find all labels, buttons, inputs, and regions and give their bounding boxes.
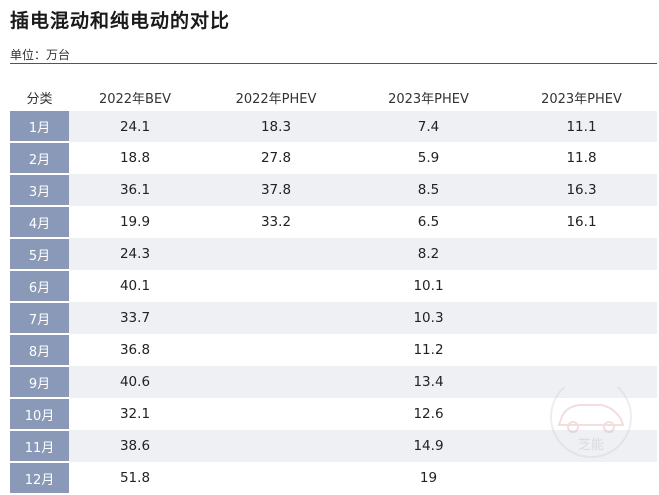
table-row: 9月 40.6 13.4 (10, 366, 657, 399)
cell-2022-bev: 24.3 (69, 238, 201, 270)
row-month-label: 5月 (10, 238, 69, 271)
table-row: 6月 40.1 10.1 (10, 270, 657, 303)
cell-2022-phev (201, 334, 351, 366)
row-month-label: 9月 (10, 366, 69, 399)
cell-2022-bev: 36.8 (69, 334, 201, 366)
table-row: 8月 36.8 11.2 (10, 334, 657, 367)
watermark-logo: 芝能 (550, 387, 632, 458)
cell-2023-phev-a: 10.1 (351, 270, 506, 302)
watermark-text: 芝能 (578, 437, 604, 453)
table-row: 5月 24.3 8.2 (10, 238, 657, 271)
cell-2022-phev (201, 430, 351, 462)
cell-2023-phev-a: 13.4 (351, 366, 506, 398)
cell-2022-bev: 33.7 (69, 302, 201, 334)
header-2023-phev-a: 2023年PHEV (388, 91, 469, 107)
cell-2023-phev-b (506, 270, 657, 302)
cell-2022-bev: 19.9 (69, 206, 201, 238)
cell-2022-bev: 40.6 (69, 366, 201, 398)
cell-2022-bev: 24.1 (69, 111, 201, 142)
row-month-label: 3月 (10, 174, 69, 207)
cell-2022-phev (201, 270, 351, 302)
cell-2022-bev: 36.1 (69, 174, 201, 206)
cell-2023-phev-b (506, 238, 657, 270)
cell-2022-bev: 40.1 (69, 270, 201, 302)
cell-2022-phev (201, 302, 351, 334)
cell-2023-phev-a: 7.4 (351, 111, 506, 142)
cell-2022-phev (201, 398, 351, 430)
cell-2023-phev-b (506, 462, 657, 494)
cell-2023-phev-b (506, 334, 657, 366)
cell-2023-phev-a: 12.6 (351, 398, 506, 430)
row-month-label: 2月 (10, 142, 69, 175)
cell-2023-phev-a: 8.5 (351, 174, 506, 206)
cell-2023-phev-b (506, 366, 657, 398)
table-row: 4月 19.9 33.2 6.5 16.1 (10, 206, 657, 239)
cell-2022-phev: 18.3 (201, 111, 351, 142)
cell-2023-phev-b (506, 302, 657, 334)
cell-2023-phev-a: 19 (351, 462, 506, 494)
table-row: 1月 24.1 18.3 7.4 11.1 (10, 111, 657, 143)
cell-2022-phev (201, 366, 351, 398)
header-divider (10, 63, 657, 64)
car-outline-icon (557, 404, 625, 426)
unit-label: 单位：万台 (10, 48, 71, 62)
header-2023-phev-b: 2023年PHEV (541, 91, 622, 107)
row-month-label: 7月 (10, 302, 69, 335)
row-month-label: 10月 (10, 398, 69, 431)
page-title: 插电混动和纯电动的对比 (10, 10, 231, 32)
cell-2022-bev: 38.6 (69, 430, 201, 462)
cell-2023-phev-b: 11.1 (506, 111, 657, 142)
table-row: 10月 32.1 12.6 (10, 398, 657, 431)
row-month-label: 4月 (10, 206, 69, 239)
table-row: 2月 18.8 27.8 5.9 11.8 (10, 142, 657, 175)
cell-2022-bev: 32.1 (69, 398, 201, 430)
cell-2023-phev-b (506, 430, 657, 462)
row-month-label: 6月 (10, 270, 69, 303)
table-row: 7月 33.7 10.3 (10, 302, 657, 335)
cell-2023-phev-b: 16.1 (506, 206, 657, 238)
cell-2023-phev-b: 16.3 (506, 174, 657, 206)
cell-2022-phev: 27.8 (201, 142, 351, 174)
cell-2022-phev: 37.8 (201, 174, 351, 206)
table-row: 3月 36.1 37.8 8.5 16.3 (10, 174, 657, 207)
cell-2022-bev: 18.8 (69, 142, 201, 174)
cell-2023-phev-a: 8.2 (351, 238, 506, 270)
cell-2023-phev-a: 10.3 (351, 302, 506, 334)
cell-2022-phev (201, 462, 351, 494)
cell-2022-bev: 51.8 (69, 462, 201, 494)
cell-2023-phev-a: 6.5 (351, 206, 506, 238)
cell-2023-phev-b (506, 398, 657, 430)
cell-2023-phev-b: 11.8 (506, 142, 657, 174)
row-month-label: 8月 (10, 334, 69, 367)
table-row: 12月 51.8 19 (10, 462, 657, 495)
row-month-label: 12月 (10, 462, 69, 495)
table-row: 11月 38.6 14.9 (10, 430, 657, 463)
header-2022-phev: 2022年PHEV (235, 91, 317, 107)
header-2022-bev: 2022年BEV (98, 91, 172, 107)
cell-2023-phev-a: 11.2 (351, 334, 506, 366)
row-month-label: 11月 (10, 430, 69, 463)
row-month-label: 1月 (10, 111, 69, 143)
cell-2022-phev: 33.2 (201, 206, 351, 238)
header-category: 分类 (26, 91, 53, 107)
cell-2022-phev (201, 238, 351, 270)
cell-2023-phev-a: 5.9 (351, 142, 506, 174)
table-header-row: 分类 2022年BEV 2022年PHEV 2023年PHEV 2023年PHE… (10, 83, 657, 111)
cell-2023-phev-a: 14.9 (351, 430, 506, 462)
